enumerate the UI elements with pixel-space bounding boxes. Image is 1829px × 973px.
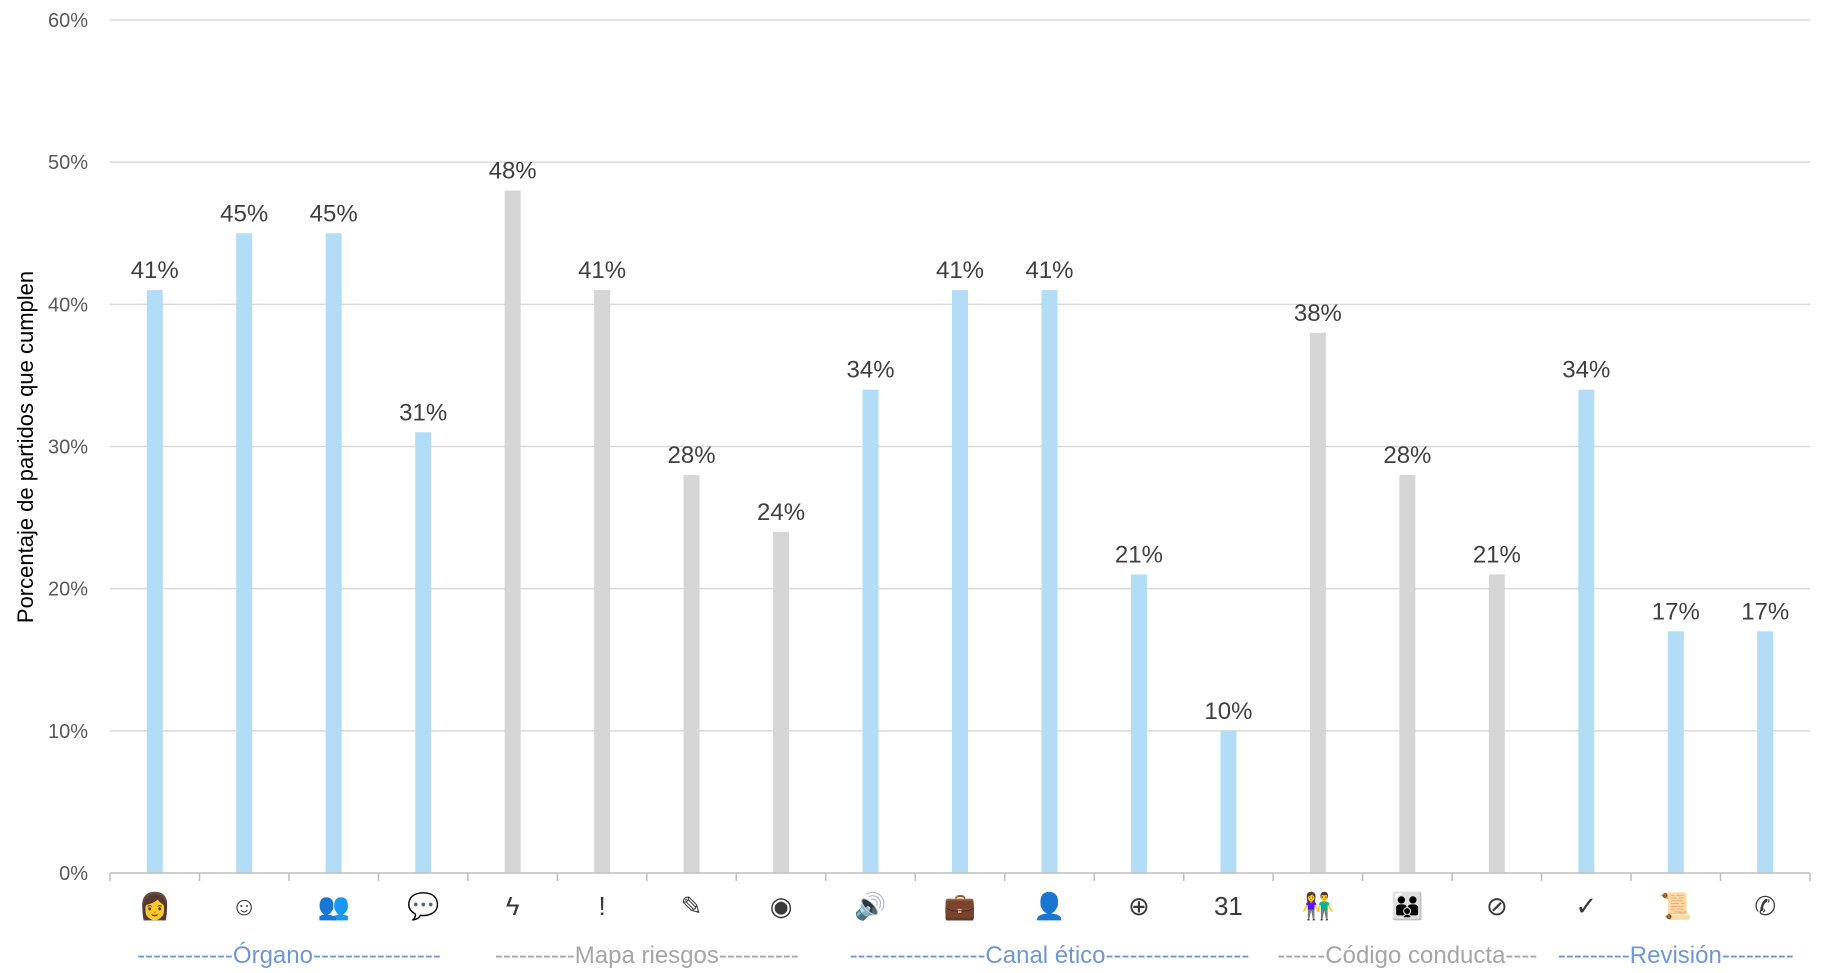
data-label: 21% [1473, 541, 1521, 568]
group-label: ------------Órgano---------------- [137, 942, 441, 968]
data-label: 34% [847, 357, 895, 384]
prohibited-icon: ⊘ [1486, 891, 1508, 921]
couple-icon: 👫 [1302, 891, 1334, 921]
bar [952, 290, 968, 873]
data-labels: 41% 45% 45% 31% 48% 41% 28% 24% 34% 41% 41% 21% 10% 3… [131, 158, 1790, 725]
data-label: 28% [668, 442, 716, 469]
group-labels: ------------Órgano---------------- ------… [137, 942, 1794, 969]
data-label: 31% [399, 399, 447, 426]
bar [415, 432, 432, 873]
bar [773, 531, 790, 873]
people-icon: 👥 [317, 891, 349, 921]
group-label: -----------------Canal ético------------… [850, 942, 1250, 968]
bar [683, 474, 700, 873]
data-label: 10% [1204, 698, 1252, 725]
lightning-icon: ϟ [506, 891, 520, 921]
person-portrait-icon: 👩 [139, 891, 171, 921]
data-label: 24% [757, 499, 805, 526]
y-axis-ticks: 0% 10% 20% 30% 40% 50% 60% [48, 10, 88, 885]
y-tick-label: 20% [48, 579, 88, 601]
x-axis [109, 872, 1811, 881]
data-label: 45% [220, 200, 268, 227]
bar [1488, 574, 1505, 873]
bar [504, 190, 521, 874]
data-label: 17% [1741, 598, 1789, 625]
group-label: ---------Revisión--------- [1558, 942, 1794, 968]
bar [1220, 730, 1237, 873]
data-label: 41% [936, 257, 984, 284]
y-tick-label: 60% [48, 10, 88, 32]
y-tick-label: 0% [59, 863, 88, 885]
globe-icon: ⊕ [1128, 891, 1150, 921]
y-tick-label: 10% [48, 721, 88, 743]
briefcase-icon: 💼 [944, 891, 976, 921]
bar [1309, 332, 1326, 873]
bar [325, 233, 342, 873]
data-label: 38% [1294, 300, 1342, 327]
data-label: 41% [131, 257, 179, 284]
bar [594, 290, 611, 873]
speech-bubble-icon: 💬 [407, 891, 439, 921]
calendar-icon: 31 [1214, 891, 1243, 921]
phone-icon: ✆ [1754, 891, 1776, 921]
bar [1667, 631, 1684, 873]
bar [1399, 474, 1416, 873]
data-label: 21% [1115, 541, 1163, 568]
target-icon: ◉ [770, 891, 793, 921]
bar [1578, 389, 1595, 873]
bar [1041, 290, 1058, 873]
data-label: 34% [1562, 357, 1610, 384]
data-label: 45% [310, 200, 358, 227]
group-label: ----------Mapa riesgos---------- [495, 942, 799, 968]
bars [146, 190, 1774, 874]
data-label: 17% [1652, 598, 1700, 625]
speaker-icon: 🔊 [854, 890, 886, 922]
y-tick-label: 40% [48, 294, 88, 316]
bar [1130, 574, 1147, 873]
notepad-icon: ✎ [681, 891, 703, 921]
smiley-face-icon: ☺ [231, 891, 258, 921]
data-label: 48% [489, 158, 537, 185]
bar [862, 389, 879, 873]
data-label: 28% [1383, 442, 1431, 469]
y-tick-label: 50% [48, 152, 88, 174]
category-icons: 👩 ☺ 👥 💬 ϟ! ✎ ◉ 🔊 💼 👤 ⊕ 31 👫 👪 ⊘ ✓ 📜 ✆ [139, 890, 1777, 922]
data-label: 41% [1025, 257, 1073, 284]
exclamation-icon: ! [598, 891, 605, 921]
person-lock-icon: 👤 [1033, 891, 1065, 921]
group-label: ------Código conducta---- [1277, 942, 1537, 968]
scroll-icon: 📜 [1660, 891, 1692, 921]
y-axis-label: Porcentaje de partidos que cumplen [13, 271, 38, 623]
family-icon: 👪 [1391, 891, 1423, 921]
data-label: 41% [578, 257, 626, 284]
checkmark-icon: ✓ [1575, 891, 1597, 921]
bar [146, 290, 163, 873]
bar [236, 233, 253, 873]
y-tick-label: 30% [48, 437, 88, 459]
bar [1757, 631, 1774, 873]
